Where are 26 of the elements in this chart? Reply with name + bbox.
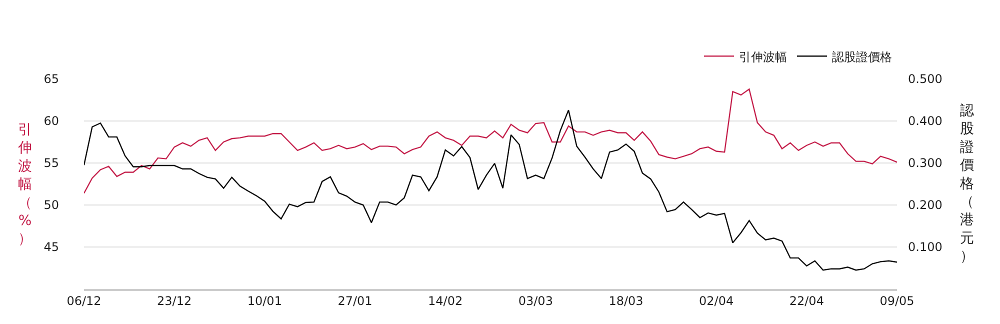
x-tick-label: 02/04	[699, 294, 734, 308]
line-series	[84, 109, 897, 271]
y2-tick-label: 0.400	[908, 114, 942, 128]
x-tick-label: 10/01	[247, 294, 282, 308]
x-tick-label: 14/02	[428, 294, 463, 308]
y2-tick-label: 0.100	[908, 240, 942, 254]
y2-tick-label: 0.500	[908, 72, 942, 86]
x-tick-label: 18/03	[608, 294, 644, 308]
x-tick-label: 09/05	[880, 294, 914, 308]
x-tick-label: 06/12	[66, 294, 102, 308]
y-tick-label: 50	[44, 198, 59, 212]
text: 認股證價格（港元）	[960, 103, 974, 265]
legend-label: 認股證價格	[832, 50, 892, 64]
y-tick-label: 60	[44, 114, 59, 128]
line-series	[84, 88, 897, 194]
x-tick-label: 23/12	[157, 294, 192, 308]
y2-tick-label: 0.200	[908, 198, 942, 212]
legend-label: 引伸波幅	[739, 50, 787, 64]
x-tick-label: 22/04	[789, 294, 824, 308]
y2-tick-label: 0.300	[908, 156, 942, 170]
y-tick-label: 65	[44, 72, 59, 86]
y-tick-label: 55	[44, 156, 59, 170]
y-tick-label: 45	[44, 240, 59, 254]
x-tick-label: 27/01	[338, 294, 372, 308]
y-axis-title: 引伸波幅（%）	[17, 122, 32, 248]
x-tick-label: 03/03	[518, 294, 553, 308]
